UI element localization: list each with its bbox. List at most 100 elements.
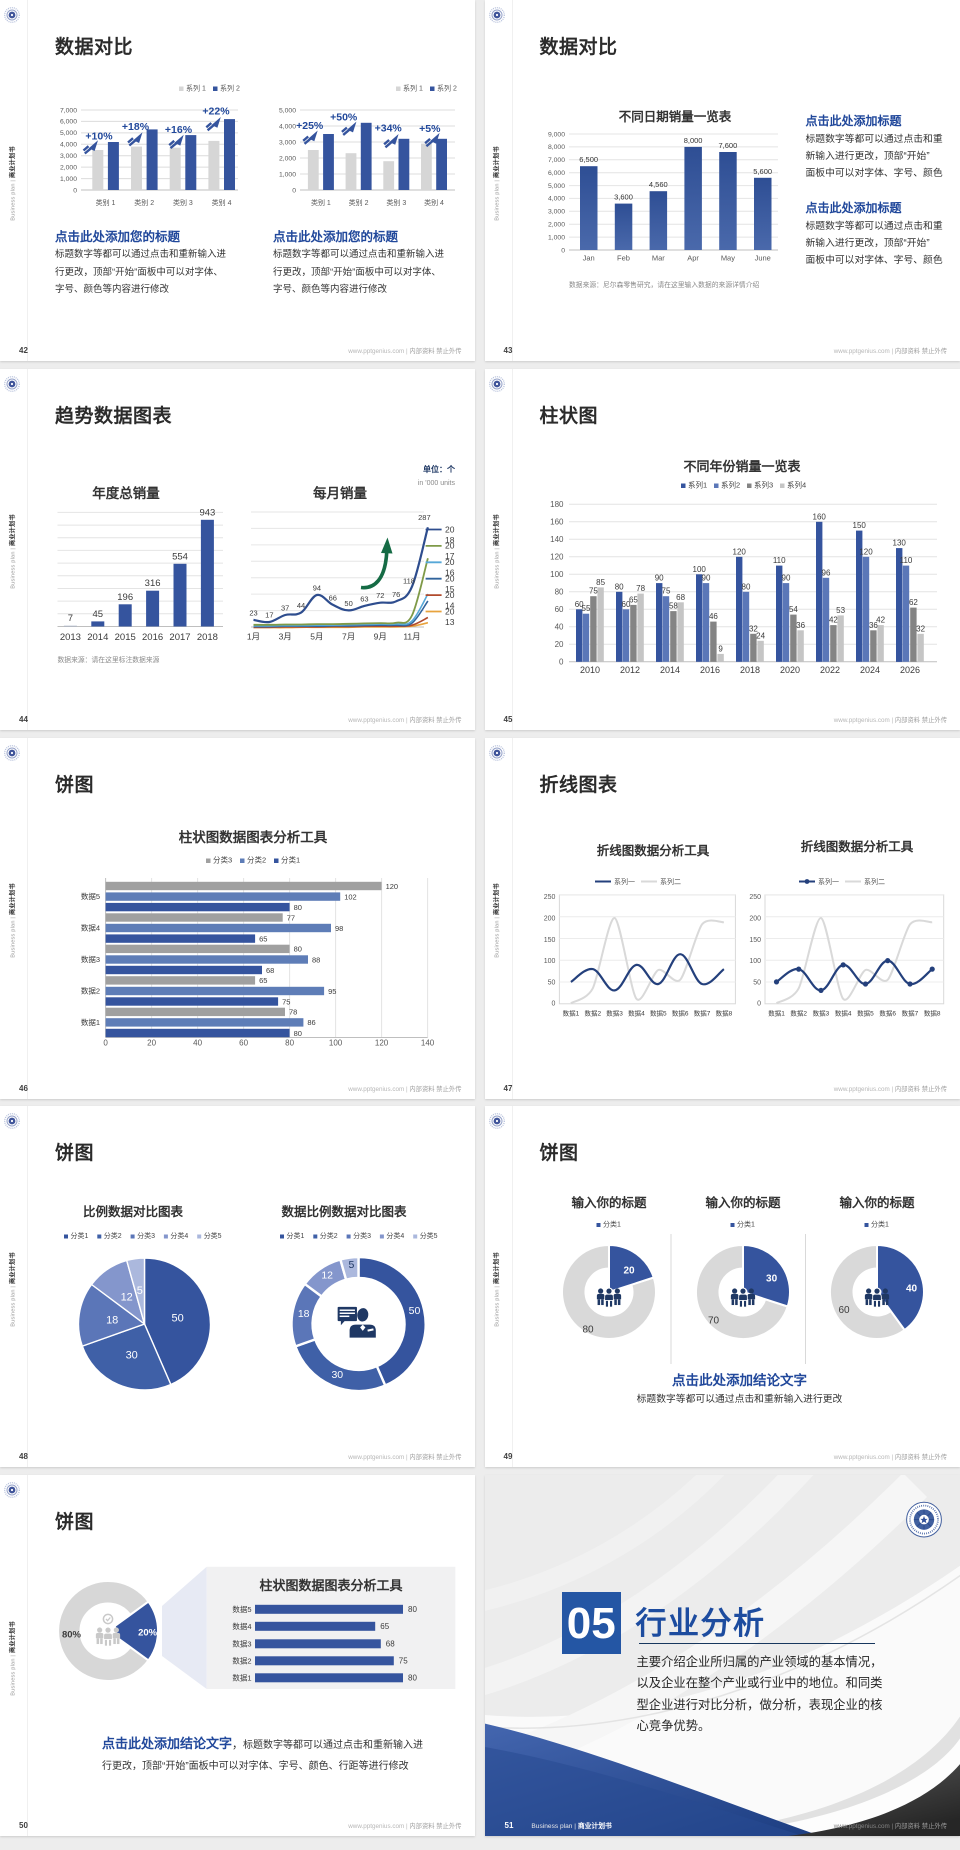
svg-text:2018: 2018	[739, 665, 759, 675]
svg-text:2,000: 2,000	[279, 155, 296, 162]
svg-text:数据4: 数据4	[81, 922, 100, 932]
svg-text:75: 75	[588, 586, 597, 595]
svg-text:94: 94	[313, 583, 321, 592]
svg-text:50: 50	[171, 1313, 183, 1325]
svg-text:120: 120	[386, 881, 399, 890]
svg-text:140: 140	[550, 535, 564, 544]
svg-text:输入你的标题: 输入你的标题	[571, 1195, 647, 1210]
svg-text:系列二: 系列二	[864, 877, 885, 886]
svg-text:系列二: 系列二	[660, 877, 681, 886]
svg-text:5,000: 5,000	[547, 183, 564, 190]
svg-text:20: 20	[554, 640, 563, 649]
svg-text:130: 130	[892, 538, 906, 547]
svg-text:24: 24	[756, 631, 765, 640]
svg-text:196: 196	[117, 592, 133, 603]
svg-text:0: 0	[757, 1000, 761, 1007]
svg-text:316: 316	[145, 578, 161, 589]
svg-text:100: 100	[329, 1038, 343, 1047]
svg-text:30: 30	[126, 1350, 138, 1362]
svg-text:32: 32	[748, 624, 757, 633]
svg-text:30: 30	[331, 1369, 343, 1381]
svg-text:75: 75	[282, 997, 290, 1006]
svg-text:60: 60	[621, 600, 630, 609]
svg-text:分类1: 分类1	[281, 854, 300, 864]
svg-text:7,000: 7,000	[547, 157, 564, 164]
svg-text:系列3: 系列3	[754, 479, 773, 489]
svg-text:4,560: 4,560	[648, 180, 667, 189]
svg-text:75: 75	[399, 1657, 408, 1666]
svg-text:分类2: 分类2	[320, 1231, 338, 1240]
svg-text:5: 5	[348, 1259, 354, 1271]
svg-text:数据3: 数据3	[812, 1008, 829, 1017]
svg-text:80: 80	[554, 587, 563, 596]
svg-text:42: 42	[828, 615, 837, 624]
svg-text:2022: 2022	[819, 665, 839, 675]
svg-text:95: 95	[328, 986, 336, 995]
svg-text:78: 78	[289, 1007, 297, 1016]
svg-text:折线图数据分析工具: 折线图数据分析工具	[800, 839, 913, 854]
svg-text:系列 1: 系列 1	[403, 84, 423, 93]
svg-text:150: 150	[749, 936, 761, 943]
svg-text:150: 150	[543, 936, 555, 943]
svg-text:类别 2: 类别 2	[134, 198, 154, 207]
svg-text:50: 50	[547, 979, 555, 986]
svg-text:12: 12	[321, 1270, 333, 1282]
svg-text:数据来源：请在这里标注数据来源: 数据来源：请在这里标注数据来源	[58, 655, 160, 664]
svg-text:0: 0	[551, 1000, 555, 1007]
svg-text:20: 20	[445, 540, 455, 550]
svg-text:11月: 11月	[403, 631, 420, 641]
svg-text:5: 5	[137, 1285, 143, 1297]
svg-text:102: 102	[344, 892, 357, 901]
svg-text:数据2: 数据2	[81, 985, 100, 995]
svg-text:1,000: 1,000	[547, 234, 564, 241]
svg-text:3,000: 3,000	[60, 153, 77, 160]
svg-text:输入你的标题: 输入你的标题	[839, 1195, 915, 1210]
svg-text:80%: 80%	[62, 1630, 82, 1641]
svg-text:June: June	[754, 254, 770, 263]
svg-text:100: 100	[692, 565, 706, 574]
svg-text:120: 120	[550, 552, 564, 561]
svg-text:数据7: 数据7	[693, 1008, 710, 1017]
svg-text:数据3: 数据3	[81, 954, 100, 964]
svg-text:12: 12	[121, 1292, 133, 1304]
svg-text:5,000: 5,000	[279, 107, 296, 114]
svg-text:2018: 2018	[197, 632, 218, 643]
svg-text:8,000: 8,000	[683, 136, 702, 145]
svg-text:数据6: 数据6	[879, 1008, 896, 1017]
svg-text:20: 20	[445, 606, 455, 616]
svg-text:数据2: 数据2	[790, 1008, 807, 1017]
svg-text:2013: 2013	[60, 632, 81, 643]
svg-text:系列一: 系列一	[614, 877, 635, 886]
svg-text:年度总销量: 年度总销量	[92, 485, 160, 501]
svg-text:数据比例数据对比图表: 数据比例数据对比图表	[280, 1204, 407, 1219]
svg-text:80: 80	[294, 944, 302, 953]
svg-text:100: 100	[543, 958, 555, 965]
svg-text:+5%: +5%	[419, 123, 441, 135]
svg-text:120: 120	[732, 547, 746, 556]
svg-text:数据3: 数据3	[606, 1008, 623, 1017]
svg-text:May: May	[720, 254, 734, 263]
svg-text:65: 65	[259, 976, 267, 985]
svg-text:2015: 2015	[115, 632, 136, 643]
svg-text:36: 36	[868, 621, 877, 630]
svg-text:数据4: 数据4	[834, 1008, 851, 1017]
svg-text:分类4: 分类4	[386, 1231, 404, 1240]
svg-text:65: 65	[259, 934, 267, 943]
svg-text:7: 7	[68, 613, 73, 624]
svg-text:100: 100	[550, 570, 564, 579]
svg-text:2014: 2014	[659, 665, 679, 675]
svg-text:0: 0	[73, 187, 77, 194]
svg-text:类别 1: 类别 1	[311, 198, 331, 207]
svg-text:36: 36	[796, 621, 805, 630]
svg-text:数据2: 数据2	[584, 1008, 601, 1017]
svg-text:20: 20	[147, 1038, 156, 1047]
svg-text:80: 80	[294, 902, 302, 911]
svg-text:77: 77	[287, 913, 295, 922]
svg-text:类别 4: 类别 4	[424, 198, 444, 207]
svg-text:943: 943	[199, 507, 215, 518]
svg-text:折线图数据分析工具: 折线图数据分析工具	[596, 843, 709, 858]
svg-text:120: 120	[375, 1038, 389, 1047]
svg-text:54: 54	[788, 605, 797, 614]
svg-text:80: 80	[582, 1325, 594, 1336]
svg-text:17: 17	[265, 610, 273, 619]
